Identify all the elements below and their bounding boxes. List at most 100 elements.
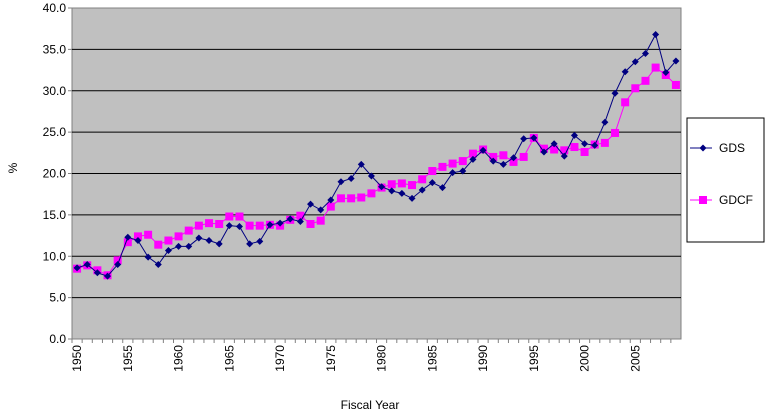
data-point-gds-1956 (134, 237, 142, 245)
y-tick-label-3: 15.0 (43, 208, 67, 222)
data-point-gdcf-1976 (336, 194, 345, 203)
data-point-gdcf-1994 (519, 152, 528, 161)
data-point-gds-2000 (581, 140, 589, 148)
data-point-gds-1991 (489, 157, 497, 165)
data-point-gds-1995 (530, 134, 538, 142)
x-tick-label-10: 2000 (578, 345, 592, 372)
data-point-gds-2002 (601, 118, 609, 126)
data-point-gdcf-1981 (387, 180, 396, 189)
data-point-gdcf-1956 (133, 232, 142, 241)
data-point-gds-1959 (164, 246, 172, 254)
x-tick-label-11: 2005 (628, 345, 642, 372)
data-point-gdcf-1967 (245, 221, 254, 230)
y-tick-label-8: 40.0 (43, 1, 67, 15)
data-point-gds-1997 (550, 140, 558, 148)
x-tick-label-3: 1965 (222, 345, 236, 372)
data-point-gdcf-1993 (509, 157, 518, 166)
data-point-gds-1984 (418, 186, 426, 194)
series-layer (73, 30, 680, 280)
data-point-gdcf-1955 (123, 238, 132, 247)
data-point-gdcf-1968 (255, 221, 264, 230)
data-point-gds-1969 (266, 221, 274, 229)
data-point-gds-1976 (337, 178, 345, 186)
legend-gdcf-marker (699, 196, 707, 204)
data-point-gdcf-1957 (144, 230, 153, 239)
data-point-gds-1990 (479, 146, 487, 154)
data-point-gdcf-1966 (235, 212, 244, 221)
data-point-gds-1977 (347, 174, 355, 182)
data-point-gds-1978 (357, 160, 365, 168)
y-tick-label-0: 0.0 (49, 332, 66, 346)
x-tick-label-4: 1970 (273, 345, 287, 372)
data-point-gds-1999 (570, 131, 578, 139)
data-point-gds-1974 (317, 206, 325, 214)
data-point-gdcf-1989 (468, 149, 477, 158)
data-point-gds-1957 (144, 253, 152, 261)
legend-gds-marker (699, 144, 707, 152)
data-point-gds-1963 (205, 237, 213, 245)
x-tick-label-2: 1960 (172, 345, 186, 372)
data-point-gdcf-2005 (631, 84, 640, 93)
data-point-gdcf-2003 (611, 128, 620, 137)
data-point-gds-1968 (256, 237, 264, 245)
gridlines (72, 48, 681, 299)
data-point-gdcf-1972 (296, 211, 305, 220)
y-tick-label-6: 30.0 (43, 84, 67, 98)
x-axis-title: Fiscal Year (341, 398, 400, 412)
data-point-gds-2007 (652, 30, 660, 38)
data-point-gdcf-1987 (448, 159, 457, 168)
data-point-gds-1982 (398, 189, 406, 197)
data-point-gdcf-1978 (357, 193, 366, 202)
data-point-gdcf-1977 (347, 194, 356, 203)
y-axis-title: % (6, 162, 20, 173)
x-tick-label-1: 1955 (121, 345, 135, 372)
y-tick-label-1: 5.0 (49, 291, 66, 305)
data-point-gdcf-1973 (306, 219, 315, 228)
data-point-gds-1951 (83, 261, 91, 269)
data-point-gds-1965 (225, 222, 233, 230)
x-axis-ticks: 1950 1955 1960 1965 1970 1975 1980 1985 1990 1995… (70, 339, 672, 372)
data-point-gdcf-1982 (397, 179, 406, 188)
data-point-gdcf-1962 (194, 221, 203, 230)
data-point-gdcf-2002 (600, 138, 609, 147)
x-tick-label-6: 1980 (375, 345, 389, 372)
data-point-gdcf-2000 (580, 147, 589, 156)
x-tick-label-0: 1950 (70, 345, 84, 372)
data-point-gdcf-1964 (215, 219, 224, 228)
data-point-gdcf-1961 (184, 226, 193, 235)
data-point-gds-1973 (307, 200, 315, 208)
data-point-gds-1958 (154, 261, 162, 269)
data-point-gdcf-2006 (641, 76, 650, 85)
data-point-gds-1961 (185, 242, 193, 250)
data-point-gds-1970 (276, 219, 284, 227)
y-axis-ticks: 0.0 5.0 10.0 15.0 20.0 25.0 30.0 35.0 40.0 (43, 1, 72, 346)
data-point-gds-1993 (510, 154, 518, 162)
data-point-gdcf-1975 (326, 202, 335, 211)
data-point-gds-1996 (540, 148, 548, 156)
data-point-gdcf-1963 (205, 219, 214, 228)
legend-gds-label: GDS (719, 141, 745, 155)
data-point-gds-1988 (459, 167, 467, 175)
data-point-gds-1950 (73, 264, 81, 272)
legend-gdcf-label: GDCF (719, 193, 753, 207)
data-point-gds-1979 (367, 172, 375, 180)
data-point-gdcf-1992 (499, 151, 508, 160)
data-point-gds-1981 (388, 187, 396, 195)
x-tick-label-5: 1975 (324, 345, 338, 372)
data-point-gds-2009 (672, 57, 680, 65)
data-point-gds-1986 (438, 184, 446, 192)
data-point-gdcf-1965 (225, 212, 234, 221)
data-point-gdcf-1983 (408, 181, 417, 190)
data-point-gdcf-1960 (174, 232, 183, 241)
data-point-gds-1962 (195, 234, 203, 242)
data-point-gdcf-1979 (367, 189, 376, 198)
data-point-gdcf-1958 (154, 240, 163, 249)
data-point-gdcf-1988 (458, 157, 467, 166)
y-tick-label-4: 20.0 (43, 167, 67, 181)
data-point-gds-1998 (560, 152, 568, 160)
data-point-gds-1967 (246, 240, 254, 248)
data-point-gdcf-1985 (428, 167, 437, 176)
x-tick-label-7: 1985 (425, 345, 439, 372)
data-point-gds-1983 (408, 194, 416, 202)
